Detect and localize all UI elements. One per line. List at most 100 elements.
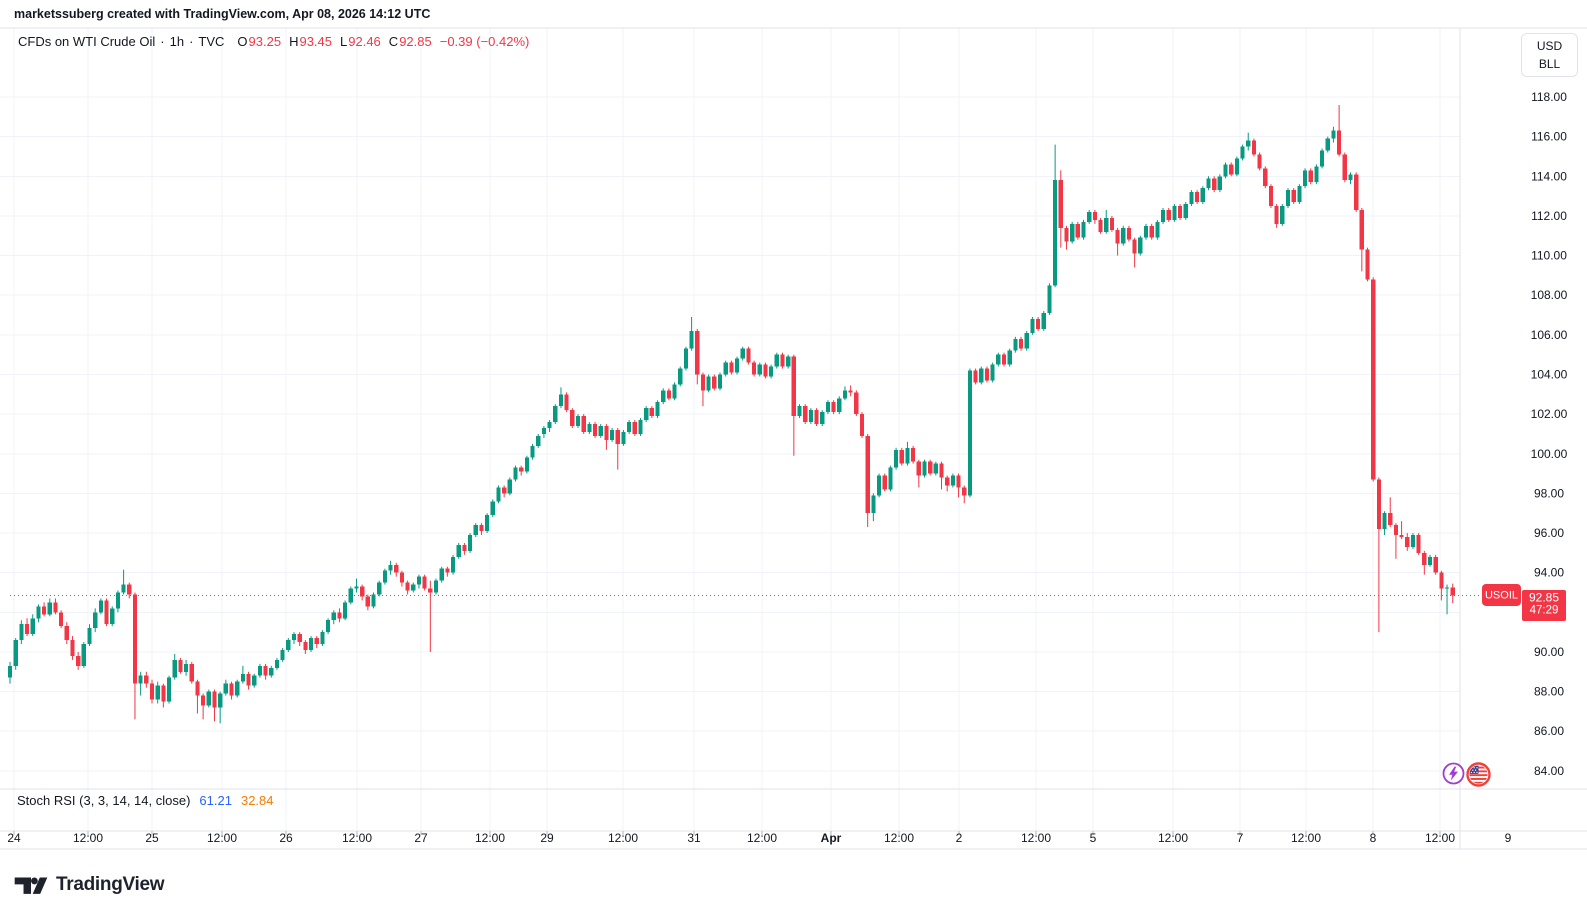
- open-value: 93.25: [248, 34, 282, 49]
- price-axis-label[interactable]: 84.00: [1534, 764, 1564, 778]
- candle-body: [235, 681, 240, 696]
- candle-body: [1348, 174, 1353, 181]
- time-axis-label[interactable]: 25: [145, 831, 159, 845]
- candle-body: [519, 467, 524, 472]
- candle-body: [467, 535, 473, 551]
- candle-body: [252, 675, 257, 686]
- candle-body: [1217, 176, 1222, 191]
- candle-body: [76, 655, 81, 666]
- tradingview-logo[interactable]: TradingView: [14, 874, 165, 896]
- price-axis-label[interactable]: 112.00: [1531, 209, 1567, 223]
- stoch-rsi-legend[interactable]: Stoch RSI (3, 3, 14, 14, close) 61.21 32…: [17, 793, 274, 808]
- time-axis-label[interactable]: 12:00: [73, 831, 103, 845]
- candle-body: [888, 467, 893, 490]
- time-axis-label[interactable]: 12:00: [1291, 831, 1321, 845]
- price-axis-label[interactable]: 102.00: [1531, 407, 1568, 421]
- candle-body: [928, 461, 933, 474]
- time-axis-label[interactable]: 12:00: [1158, 831, 1188, 845]
- candle-body: [734, 358, 740, 373]
- candle-body: [212, 691, 217, 708]
- candle-body: [1399, 535, 1404, 538]
- time-axis-label[interactable]: 26: [279, 831, 293, 845]
- candle-body: [360, 586, 365, 597]
- candle-body: [121, 584, 126, 593]
- price-axis-label[interactable]: 110.00: [1531, 249, 1567, 263]
- candle-body: [1331, 130, 1336, 139]
- candle-body: [462, 544, 467, 551]
- candle-body: [1206, 178, 1211, 189]
- time-axis-label[interactable]: 12:00: [342, 831, 372, 845]
- time-axis-label[interactable]: 12:00: [1425, 831, 1455, 845]
- candle-body: [825, 402, 831, 413]
- candle-body: [47, 602, 52, 615]
- time-axis-label[interactable]: 12:00: [608, 831, 638, 845]
- candle-body: [331, 612, 336, 621]
- candle-body: [1138, 237, 1143, 254]
- currency-label[interactable]: USD: [1536, 39, 1563, 53]
- price-axis-label[interactable]: 98.00: [1534, 486, 1564, 500]
- price-axis-label[interactable]: 106.00: [1531, 328, 1568, 342]
- candle-body: [115, 592, 121, 609]
- idea-bubbles: [1442, 762, 1491, 787]
- candle-body: [979, 368, 984, 383]
- price-axis-label[interactable]: 108.00: [1531, 288, 1568, 302]
- candle-body: [1041, 313, 1046, 329]
- price-axis-label[interactable]: 100.00: [1531, 447, 1568, 461]
- candle-body: [1337, 130, 1342, 155]
- price-axis-label[interactable]: 118.00: [1531, 90, 1567, 104]
- time-axis-label[interactable]: 2: [956, 831, 963, 845]
- time-axis-label[interactable]: 9: [1505, 831, 1512, 845]
- candle-body: [24, 624, 30, 635]
- chart-legend[interactable]: CFDs on WTI Crude Oil · 1h · TVC O 93.25 …: [18, 34, 529, 49]
- time-axis-label[interactable]: 7: [1237, 831, 1244, 845]
- candle-body: [1444, 587, 1450, 589]
- time-axis-label[interactable]: 8: [1370, 831, 1377, 845]
- price-axis-label[interactable]: 86.00: [1534, 724, 1564, 738]
- candle-body: [411, 584, 416, 591]
- candle-body: [166, 677, 172, 702]
- time-axis-label[interactable]: 24: [7, 831, 21, 845]
- price-axis-label[interactable]: 114.00: [1531, 169, 1567, 183]
- time-axis-label[interactable]: 12:00: [747, 831, 777, 845]
- unit-label[interactable]: BLL: [1538, 57, 1561, 71]
- indicator-k-value: 61.21: [199, 793, 232, 808]
- price-axis-label[interactable]: 104.00: [1531, 367, 1568, 381]
- candle-body: [53, 602, 58, 613]
- candle-body: [189, 663, 194, 682]
- time-axis-label[interactable]: 31: [687, 831, 701, 845]
- candle-body: [127, 584, 132, 595]
- currency-unit-toggle[interactable]: USD BLL: [1521, 33, 1578, 77]
- candle-body: [377, 582, 382, 595]
- candle-body: [723, 362, 728, 375]
- candle-body: [1359, 209, 1364, 250]
- candle-body: [218, 693, 223, 708]
- ohlc-open: O 93.25: [237, 34, 281, 49]
- candle-body: [1166, 209, 1171, 220]
- time-axis-label[interactable]: 12:00: [207, 831, 237, 845]
- candle-body: [93, 612, 98, 629]
- time-axis-label[interactable]: 12:00: [1021, 831, 1051, 845]
- price-axis-label[interactable]: 90.00: [1534, 645, 1564, 659]
- lightning-idea-icon[interactable]: [1442, 762, 1465, 785]
- symbol-badge: [1482, 583, 1521, 606]
- price-axis-label[interactable]: 88.00: [1534, 685, 1564, 699]
- us-flag-idea-icon[interactable]: [1466, 762, 1491, 787]
- candle-body: [149, 683, 155, 700]
- time-axis-label[interactable]: 29: [540, 831, 554, 845]
- candle-body: [343, 602, 348, 619]
- candle-body: [291, 634, 297, 641]
- time-axis-label[interactable]: 5: [1090, 831, 1097, 845]
- time-axis-label[interactable]: Apr: [821, 831, 842, 845]
- candle-body: [513, 467, 518, 480]
- candle-body: [1240, 146, 1245, 159]
- price-axis-label[interactable]: 116.00: [1531, 130, 1567, 144]
- time-axis-label[interactable]: 27: [414, 831, 428, 845]
- candle-body: [1393, 525, 1399, 536]
- price-axis-label[interactable]: 94.00: [1534, 566, 1564, 580]
- candle-body: [473, 525, 478, 536]
- time-axis-label[interactable]: 12:00: [884, 831, 914, 845]
- time-axis-label[interactable]: 12:00: [475, 831, 505, 845]
- price-axis-label[interactable]: 96.00: [1534, 526, 1564, 540]
- low-label: L: [340, 34, 348, 49]
